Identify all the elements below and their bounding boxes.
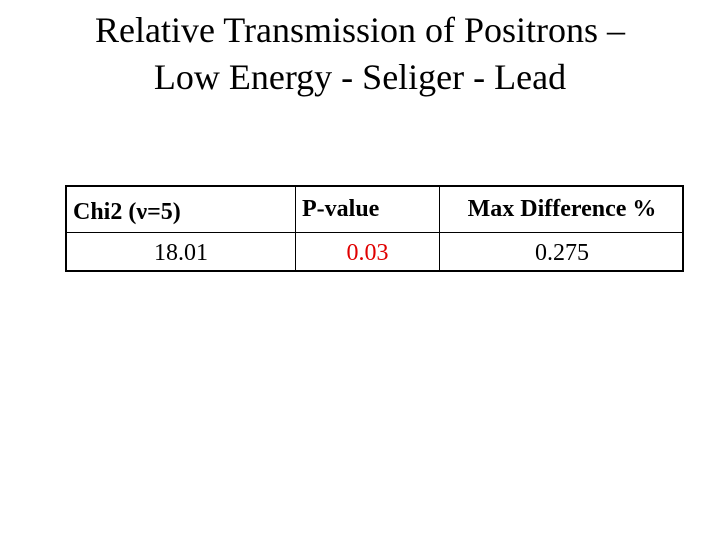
data-cell: 0.275 [535,240,589,266]
row-divider [67,232,682,233]
data-cell: 0.03 [346,240,389,266]
results-table: Chi2 (ν=5) P-value Max Difference % 18.0… [65,185,684,272]
slide-title-line: Relative Transmission of Positrons – [94,10,626,50]
header-cell: P-value [302,196,380,222]
column-divider [439,187,440,270]
slide-title-line: Low Energy - Seliger - Lead [153,57,567,97]
header-cell: Max Difference % [467,196,657,222]
data-cell: 18.01 [154,240,208,266]
column-divider [295,187,296,270]
header-cell: Chi2 (ν=5) [73,199,181,225]
